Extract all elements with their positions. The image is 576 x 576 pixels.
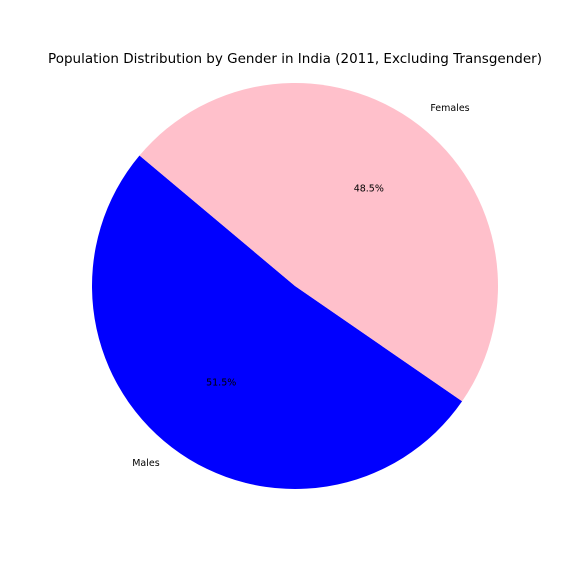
pie-slices: [92, 82, 499, 489]
slice-label-males: Males: [132, 458, 160, 469]
slice-percent-females: 48.5%: [354, 184, 384, 195]
pie-slice-females: [139, 82, 499, 402]
slice-label-females: Females: [430, 103, 469, 114]
slice-percent-males: 51.5%: [206, 377, 236, 388]
chart-title: Population Distribution by Gender in Ind…: [48, 51, 542, 67]
pie-slice-males: [92, 155, 463, 489]
pie-labels: Males 51.5% Females 48.5%: [132, 103, 469, 469]
